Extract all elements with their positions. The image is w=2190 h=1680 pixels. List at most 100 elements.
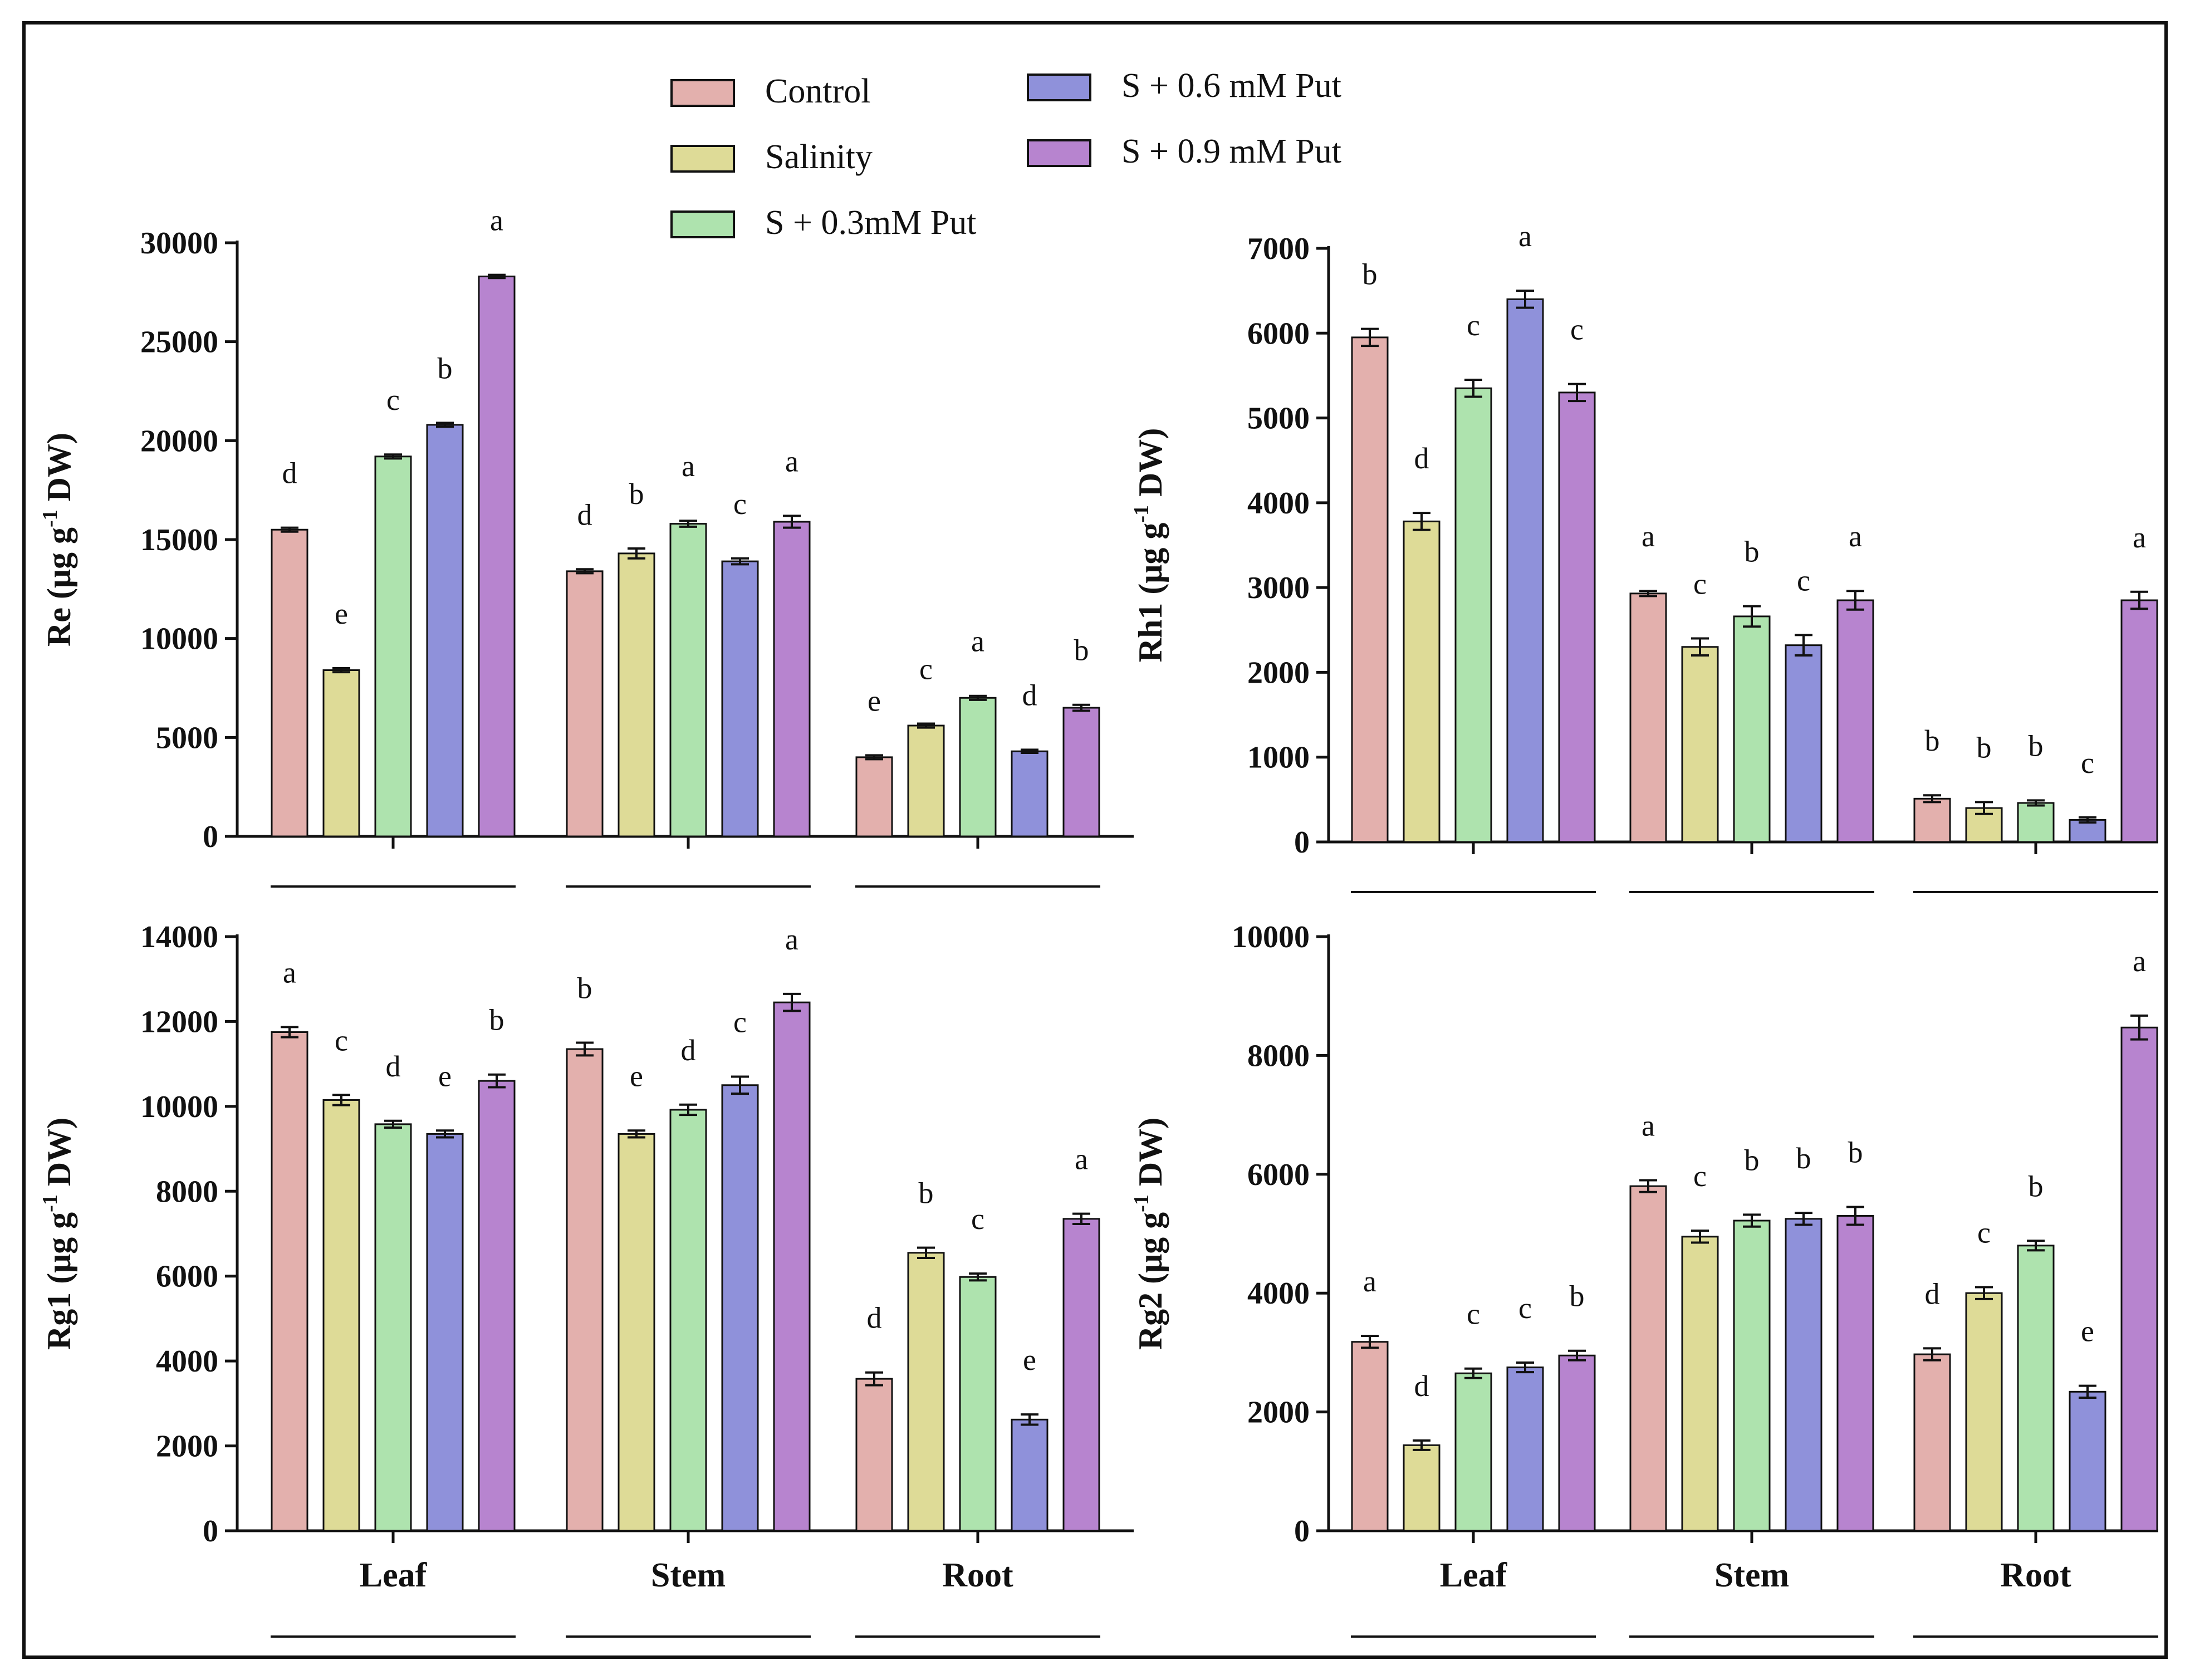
legend-item-s-0-9-mm-put: S + 0.9 mM Put xyxy=(1027,133,1341,170)
bar-salinity-root xyxy=(1965,1292,2003,1532)
bar-s-0-9-mm-put-stem xyxy=(1836,1214,1874,1532)
legend-label: S + 0.6 mM Put xyxy=(1121,67,1341,105)
y-tick-label: 1000 xyxy=(1247,741,1310,775)
significance-letter: c xyxy=(971,1202,984,1236)
significance-letter: c xyxy=(2081,746,2094,780)
significance-letter: b xyxy=(1848,1135,1863,1169)
bar-s-0-6-mm-put-leaf xyxy=(426,1133,464,1532)
x-category-label: Leaf xyxy=(1440,1556,1508,1594)
significance-letter: d xyxy=(1414,1369,1429,1403)
bar-s-0-6-mm-put-stem xyxy=(1785,1218,1822,1532)
chart-rh1: 0 1000 2000 3000 4000 5000 6000 7000 Rh1 (μg g-1… xyxy=(1130,219,2158,893)
bar-control-root xyxy=(1913,797,1951,843)
significance-letter: a xyxy=(971,625,984,658)
legend-item-s-0-3mm-put: S + 0.3mM Put xyxy=(670,204,977,242)
y-tick-label: 14000 xyxy=(140,920,218,954)
y-tick-label: 7000 xyxy=(1247,232,1310,266)
bar-salinity-leaf xyxy=(322,1099,360,1532)
bar-control-leaf xyxy=(271,1031,308,1532)
figure-frame: Control Salinity S + 0.3mM Put S + 0.6 mM P… xyxy=(22,21,2168,1659)
x-category-label: Root xyxy=(942,1556,1013,1594)
bar-control-stem xyxy=(566,570,604,837)
bar-control-leaf xyxy=(1351,1341,1389,1532)
bar-control-stem xyxy=(566,1048,604,1532)
y-axis-title: Rg1 (μg g-1 DW) xyxy=(38,1118,77,1350)
significance-letter: c xyxy=(1467,308,1480,342)
significance-letter: b xyxy=(2029,729,2044,762)
y-tick-label: 4000 xyxy=(1247,1276,1310,1311)
significance-letter: e xyxy=(1023,1343,1036,1377)
y-axis-title-unit: DW) xyxy=(1132,1118,1169,1194)
bar-s-0-9-mm-put-leaf xyxy=(478,275,516,837)
significance-letter: e xyxy=(335,597,348,630)
significance-letter: b xyxy=(438,351,453,385)
significance-letter: d xyxy=(577,498,592,531)
bar-s-0-9-mm-put-leaf xyxy=(1558,1354,1596,1532)
bar-s-0-3mm-put-leaf xyxy=(374,1123,412,1532)
legend-label: Salinity xyxy=(765,138,873,176)
chart-rg1: 0 2000 4000 6000 8000 10000 12000 14000 Rg1 (μg … xyxy=(38,920,1134,1638)
significance-letter: c xyxy=(335,1023,348,1057)
y-axis-title-sup: -1 xyxy=(1130,1194,1153,1212)
y-tick-label: 6000 xyxy=(1247,316,1310,351)
y-tick-label: 10000 xyxy=(140,622,218,657)
bar-salinity-leaf xyxy=(322,669,360,837)
y-tick-label: 0 xyxy=(203,820,218,854)
bar-salinity-leaf xyxy=(1403,1444,1441,1532)
significance-letter: d xyxy=(681,1034,696,1067)
significance-letter: b xyxy=(1925,724,1940,757)
significance-letter: a xyxy=(2133,944,2146,978)
y-axis-title-main: Re (μg g xyxy=(41,527,77,646)
bar-s-0-3mm-put-stem xyxy=(669,1109,707,1532)
y-tick-label: 6000 xyxy=(156,1260,218,1294)
y-tick-label: 8000 xyxy=(156,1174,218,1209)
significance-letter: a xyxy=(1642,1109,1655,1142)
significance-letter: e xyxy=(630,1059,643,1093)
significance-letter: b xyxy=(1977,731,1992,764)
bar-s-0-9-mm-put-root xyxy=(1062,707,1100,837)
significance-letter: b xyxy=(1745,1143,1760,1177)
legend-swatch xyxy=(1027,74,1091,101)
bar-control-leaf xyxy=(271,528,308,837)
significance-letter: c xyxy=(1797,564,1810,597)
significance-letter: b xyxy=(2029,1169,2044,1203)
bar-control-root xyxy=(1913,1353,1951,1532)
legend-item-salinity: Salinity xyxy=(670,138,873,176)
bar-control-leaf xyxy=(1351,336,1389,843)
legend-swatch xyxy=(1027,139,1091,167)
legend-label: Control xyxy=(765,72,870,110)
bar-s-0-6-mm-put-root xyxy=(1011,1418,1049,1532)
y-tick-label: 5000 xyxy=(156,721,218,755)
y-axis-title-unit: DW) xyxy=(41,433,77,510)
bar-s-0-6-mm-put-leaf xyxy=(1506,1366,1544,1532)
x-category-label: Leaf xyxy=(360,1556,428,1594)
bar-salinity-root xyxy=(907,1252,945,1532)
bar-s-0-9-mm-put-leaf xyxy=(1558,391,1596,843)
bar-s-0-9-mm-put-stem xyxy=(1836,599,1874,843)
significance-letter: d xyxy=(1414,442,1429,475)
y-tick-label: 4000 xyxy=(156,1344,218,1379)
bar-s-0-3mm-put-leaf xyxy=(374,455,412,837)
significance-letter: a xyxy=(785,444,798,478)
y-tick-label: 3000 xyxy=(1247,571,1310,605)
bar-s-0-6-mm-put-leaf xyxy=(426,424,464,837)
significance-letter: c xyxy=(1570,313,1584,346)
figure-canvas: Control Salinity S + 0.3mM Put S + 0.6 mM P… xyxy=(38,67,2158,1638)
significance-letter: e xyxy=(438,1059,452,1093)
y-tick-label: 8000 xyxy=(1247,1039,1310,1073)
bar-s-0-9-mm-put-root xyxy=(2120,1026,2158,1532)
bar-s-0-6-mm-put-stem xyxy=(721,560,759,837)
legend-swatch xyxy=(670,210,735,238)
legend-item-s-0-6-mm-put: S + 0.6 mM Put xyxy=(1027,67,1341,105)
significance-letter: c xyxy=(733,1006,747,1039)
significance-letter: a xyxy=(1363,1265,1376,1298)
significance-letter: b xyxy=(489,1003,504,1037)
significance-letter: d xyxy=(1022,678,1037,712)
y-axis-title-sup: -1 xyxy=(38,1194,62,1212)
significance-letter: b xyxy=(1796,1142,1811,1175)
bar-salinity-leaf xyxy=(1403,520,1441,843)
bar-control-root xyxy=(855,756,893,837)
significance-letter: c xyxy=(919,652,933,685)
significance-letter: d xyxy=(282,457,297,490)
